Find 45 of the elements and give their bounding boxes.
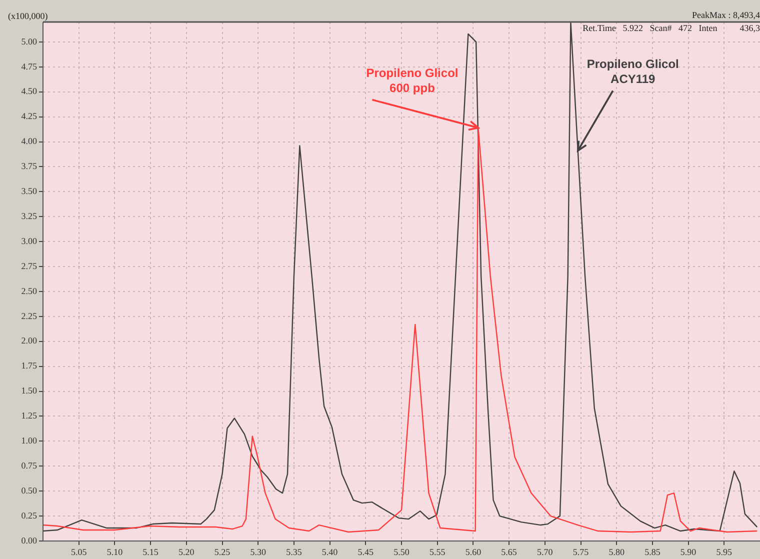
y-tick-label: 4.00 <box>21 136 38 146</box>
y-tick-label: 0.00 <box>21 535 38 546</box>
x-tick-label: 5.35 <box>286 546 302 557</box>
x-tick-label: 5.50 <box>394 546 410 557</box>
y-tick-label: 4.25 <box>21 111 38 122</box>
x-tick-label: 5.85 <box>644 546 661 557</box>
x-tick-label: 5.70 <box>537 546 554 557</box>
annotation: Propileno Glicol ACY119 <box>586 57 679 86</box>
x-tick-label: 5.55 <box>429 546 446 557</box>
y-tick-label: 1.25 <box>21 410 38 421</box>
x-tick-label: 5.45 <box>358 546 374 557</box>
x-tick-label: 5.15 <box>142 546 159 557</box>
x-tick-label: 5.20 <box>178 546 195 557</box>
x-tick-label: 5.10 <box>106 546 124 557</box>
y-tick-label: 3.75 <box>21 161 38 172</box>
y-tick-label: 0.75 <box>21 460 38 471</box>
y-tick-label: 0.25 <box>21 510 38 520</box>
y-tick-label: 1.75 <box>21 360 38 371</box>
y-tick-label: 2.75 <box>21 260 38 271</box>
x-tick-label: 5.25 <box>214 546 231 557</box>
y-tick-label: 0.50 <box>21 485 38 496</box>
y-tick-label: 3.25 <box>21 210 38 221</box>
y-tick-label: 2.25 <box>21 310 38 321</box>
annotation: Propileno Glicol 600 ppb <box>366 66 458 96</box>
x-tick-label: 5.40 <box>322 546 338 557</box>
x-tick-label: 5.30 <box>250 546 266 557</box>
y-tick-label: 1.00 <box>21 436 38 446</box>
y-tick-label: 3.50 <box>21 186 38 196</box>
text: PeakMax : 8,493,4 <box>692 10 760 20</box>
y-axis-title: (x100,000) <box>8 10 48 21</box>
y-tick-label: 3.00 <box>21 236 38 246</box>
x-tick-label: 5.65 <box>501 546 518 557</box>
x-tick-label: 5.60 <box>465 546 482 557</box>
y-tick-label: 4.75 <box>21 61 38 72</box>
y-tick-label: 1.50 <box>21 386 38 396</box>
y-tick-label: 4.50 <box>21 86 38 96</box>
x-tick-label: 5.05 <box>70 546 88 557</box>
y-tick-label: 2.50 <box>21 286 38 296</box>
x-tick-label: 5.80 <box>608 546 625 557</box>
y-tick-label: 5.00 <box>21 36 38 46</box>
x-tick-label: 5.75 <box>572 546 590 557</box>
x-tick-label: 5.90 <box>680 546 697 557</box>
y-tick-label: 2.00 <box>21 336 38 346</box>
x-tick-label: 5.95 <box>716 546 733 557</box>
annotation: Ret.Time 5.922 Scan# 472 Inten 436,3 <box>582 22 760 33</box>
